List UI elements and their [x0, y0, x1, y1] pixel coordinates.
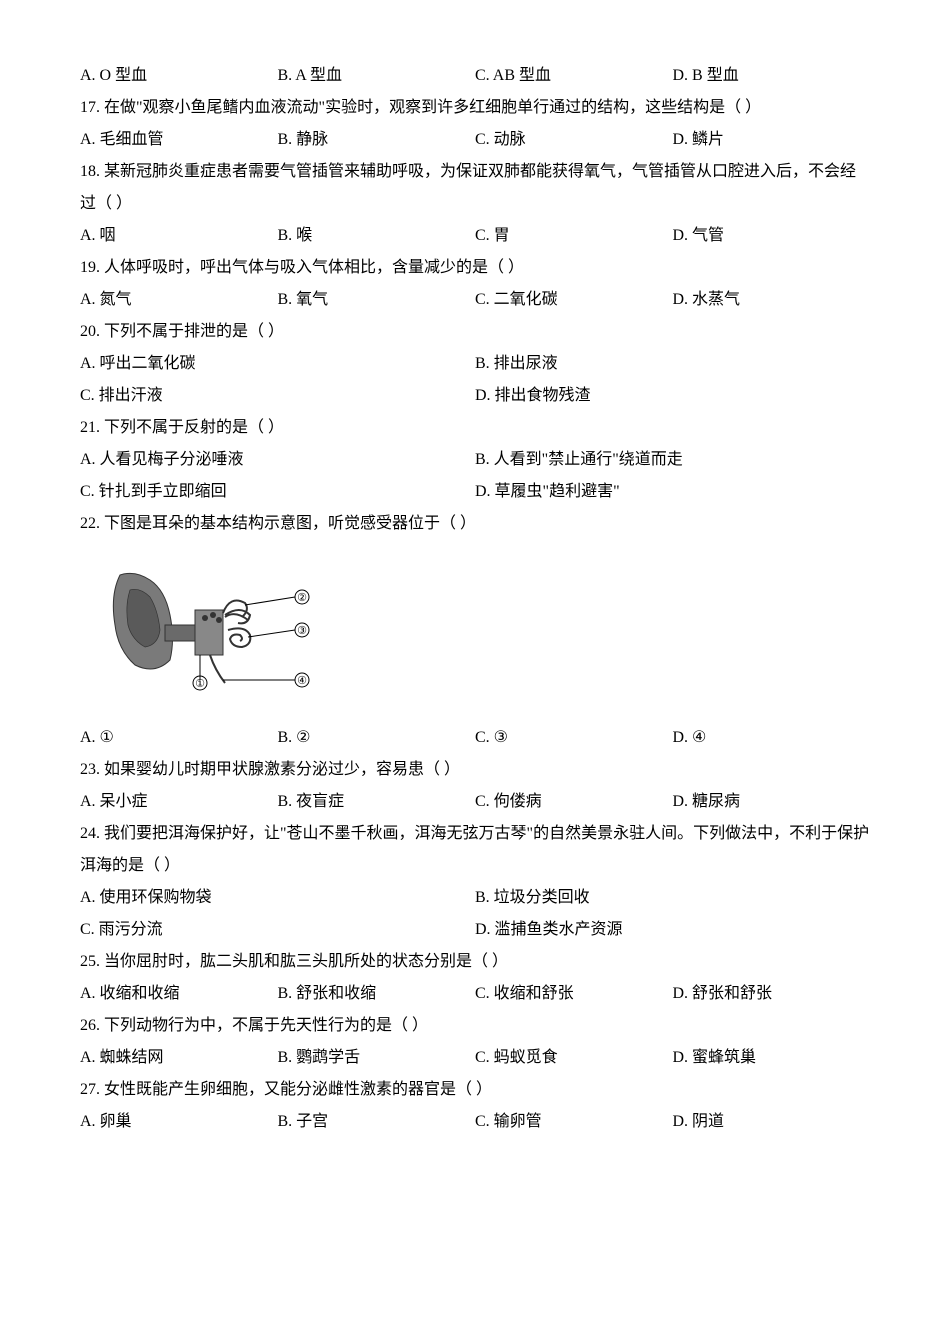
q24-stem: 24. 我们要把洱海保护好，让"苍山不墨千秋画，洱海无弦万古琴"的自然美景永驻人…: [80, 818, 870, 882]
q24-options-row1: A. 使用环保购物袋 B. 垃圾分类回收: [80, 882, 870, 914]
label-1: ①: [195, 678, 205, 690]
q24-option-a: A. 使用环保购物袋: [80, 882, 475, 914]
q16-option-b: B. A 型血: [278, 60, 476, 92]
q26-option-d: D. 蜜蜂筑巢: [673, 1042, 871, 1074]
q18-stem: 18. 某新冠肺炎重症患者需要气管插管来辅助呼吸，为保证双肺都能获得氧气，气管插…: [80, 156, 870, 220]
q25-options: A. 收缩和收缩 B. 舒张和收缩 C. 收缩和舒张 D. 舒张和舒张: [80, 978, 870, 1010]
q26-option-a: A. 蜘蛛结网: [80, 1042, 278, 1074]
q23-stem: 23. 如果婴幼儿时期甲状腺激素分泌过少，容易患（ ）: [80, 754, 870, 786]
q19-option-d: D. 水蒸气: [673, 284, 871, 316]
q26-option-b: B. 鹦鹉学舌: [278, 1042, 476, 1074]
q25-option-c: C. 收缩和舒张: [475, 978, 673, 1010]
q17-option-d: D. 鳞片: [673, 124, 871, 156]
q22-options: A. ① B. ② C. ③ D. ④: [80, 722, 870, 754]
q21-stem: 21. 下列不属于反射的是（ ）: [80, 412, 870, 444]
q20-stem: 20. 下列不属于排泄的是（ ）: [80, 316, 870, 348]
middle-ear: [195, 610, 223, 655]
q21-option-b: B. 人看到"禁止通行"绕道而走: [475, 444, 870, 476]
q24-option-c: C. 雨污分流: [80, 914, 475, 946]
q18-option-a: A. 咽: [80, 220, 278, 252]
q21-option-a: A. 人看见梅子分泌唾液: [80, 444, 475, 476]
q17-option-b: B. 静脉: [278, 124, 476, 156]
q19-stem: 19. 人体呼吸时，呼出气体与吸入气体相比，含量减少的是（ ）: [80, 252, 870, 284]
q20-option-d: D. 排出食物残渣: [475, 380, 870, 412]
q25-option-a: A. 收缩和收缩: [80, 978, 278, 1010]
q17-option-a: A. 毛细血管: [80, 124, 278, 156]
q24-options-row2: C. 雨污分流 D. 滥捕鱼类水产资源: [80, 914, 870, 946]
q24-option-d: D. 滥捕鱼类水产资源: [475, 914, 870, 946]
ossicle-2: [210, 612, 216, 618]
semicircular-canals: [223, 601, 250, 624]
q16-options: A. O 型血 B. A 型血 C. AB 型血 D. B 型血: [80, 60, 870, 92]
q19-options: A. 氮气 B. 氧气 C. 二氧化碳 D. 水蒸气: [80, 284, 870, 316]
ear-diagram-svg: ① ② ③ ④: [100, 555, 330, 695]
q16-option-c: C. AB 型血: [475, 60, 673, 92]
q21-option-d: D. 草履虫"趋利避害": [475, 476, 870, 508]
q23-options: A. 呆小症 B. 夜盲症 C. 佝偻病 D. 糖尿病: [80, 786, 870, 818]
q16-option-a: A. O 型血: [80, 60, 278, 92]
q16-option-d: D. B 型血: [673, 60, 871, 92]
q18-option-b: B. 喉: [278, 220, 476, 252]
eustachian-tube: [210, 655, 225, 683]
q25-option-b: B. 舒张和收缩: [278, 978, 476, 1010]
q27-option-a: A. 卵巢: [80, 1106, 278, 1138]
q27-option-d: D. 阴道: [673, 1106, 871, 1138]
label-line-2: [245, 597, 295, 605]
cochlea: [228, 628, 250, 647]
ear-diagram: ① ② ③ ④: [100, 555, 870, 707]
q20-option-c: C. 排出汗液: [80, 380, 475, 412]
q17-option-c: C. 动脉: [475, 124, 673, 156]
q21-options-row2: C. 针扎到手立即缩回 D. 草履虫"趋利避害": [80, 476, 870, 508]
q23-option-d: D. 糖尿病: [673, 786, 871, 818]
q23-option-a: A. 呆小症: [80, 786, 278, 818]
q21-option-c: C. 针扎到手立即缩回: [80, 476, 475, 508]
q18-option-c: C. 胃: [475, 220, 673, 252]
q22-option-d: D. ④: [673, 722, 871, 754]
q17-stem: 17. 在做"观察小鱼尾鳍内血液流动"实验时，观察到许多红细胞单行通过的结构，这…: [80, 92, 870, 124]
q20-option-b: B. 排出尿液: [475, 348, 870, 380]
q22-option-c: C. ③: [475, 722, 673, 754]
label-3: ③: [297, 625, 307, 637]
q27-stem: 27. 女性既能产生卵细胞，又能分泌雌性激素的器官是（ ）: [80, 1074, 870, 1106]
ear-canal: [165, 625, 195, 641]
q19-option-c: C. 二氧化碳: [475, 284, 673, 316]
q19-option-a: A. 氮气: [80, 284, 278, 316]
q27-options: A. 卵巢 B. 子宫 C. 输卵管 D. 阴道: [80, 1106, 870, 1138]
q20-option-a: A. 呼出二氧化碳: [80, 348, 475, 380]
ossicle-1: [202, 615, 208, 621]
q18-options: A. 咽 B. 喉 C. 胃 D. 气管: [80, 220, 870, 252]
q17-options: A. 毛细血管 B. 静脉 C. 动脉 D. 鳞片: [80, 124, 870, 156]
q23-option-b: B. 夜盲症: [278, 786, 476, 818]
q21-options-row1: A. 人看见梅子分泌唾液 B. 人看到"禁止通行"绕道而走: [80, 444, 870, 476]
q20-options-row2: C. 排出汗液 D. 排出食物残渣: [80, 380, 870, 412]
q22-stem: 22. 下图是耳朵的基本结构示意图，听觉感受器位于（ ）: [80, 508, 870, 540]
q25-option-d: D. 舒张和舒张: [673, 978, 871, 1010]
q26-options: A. 蜘蛛结网 B. 鹦鹉学舌 C. 蚂蚁觅食 D. 蜜蜂筑巢: [80, 1042, 870, 1074]
label-2: ②: [297, 592, 307, 604]
q20-options-row1: A. 呼出二氧化碳 B. 排出尿液: [80, 348, 870, 380]
label-4: ④: [297, 675, 307, 687]
q22-option-a: A. ①: [80, 722, 278, 754]
q26-option-c: C. 蚂蚁觅食: [475, 1042, 673, 1074]
q23-option-c: C. 佝偻病: [475, 786, 673, 818]
q27-option-c: C. 输卵管: [475, 1106, 673, 1138]
q22-option-b: B. ②: [278, 722, 476, 754]
q27-option-b: B. 子宫: [278, 1106, 476, 1138]
label-line-3: [248, 630, 295, 637]
q24-option-b: B. 垃圾分类回收: [475, 882, 870, 914]
q19-option-b: B. 氧气: [278, 284, 476, 316]
q18-option-d: D. 气管: [673, 220, 871, 252]
q25-stem: 25. 当你屈肘时，肱二头肌和肱三头肌所处的状态分别是（ ）: [80, 946, 870, 978]
ossicle-3: [216, 617, 222, 623]
q26-stem: 26. 下列动物行为中，不属于先天性行为的是（ ）: [80, 1010, 870, 1042]
